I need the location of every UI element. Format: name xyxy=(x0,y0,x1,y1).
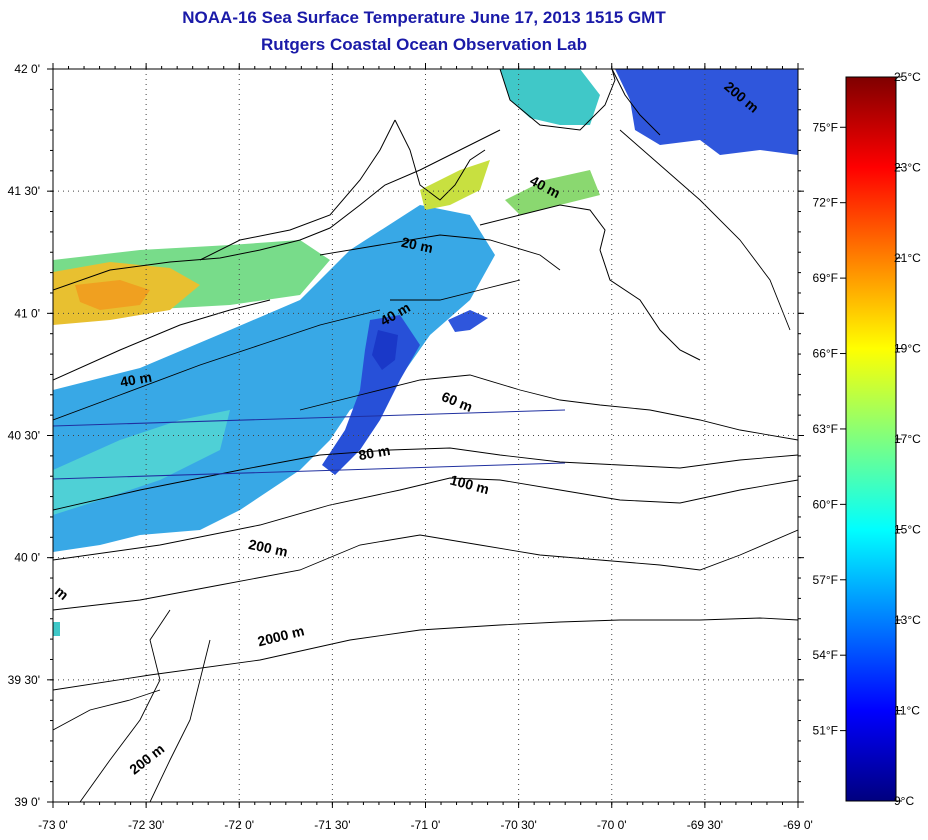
sst-region-cold-core xyxy=(372,330,398,370)
contour-20m xyxy=(319,234,561,271)
sst-region-cape-cod-bay xyxy=(500,69,600,125)
map-subtitle: Rutgers Coastal Ocean Observation Lab xyxy=(261,35,587,54)
outer-cape xyxy=(611,69,661,136)
fahrenheit-label: 63°F xyxy=(813,422,838,436)
colorbar-gradient xyxy=(845,76,897,802)
fahrenheit-label: 66°F xyxy=(813,347,838,361)
contour-label: m xyxy=(52,583,72,603)
contour-2000m xyxy=(53,617,798,691)
lat-tick-label: 40 0' xyxy=(14,551,40,565)
lat-tick-label: 40 30' xyxy=(8,429,40,443)
sst-region-gulf-of-maine xyxy=(615,69,798,155)
nantucket-shoals xyxy=(599,249,701,361)
lon-tick-label: -73 0' xyxy=(38,818,68,832)
coastline xyxy=(53,69,701,381)
lat-tick-label: 39 0' xyxy=(14,795,40,809)
contour-label: 2000 m xyxy=(256,622,306,649)
fahrenheit-label: 54°F xyxy=(813,648,838,662)
celsius-label: 11°C xyxy=(894,704,920,718)
long-island-south-shore xyxy=(53,299,271,381)
map-title: NOAA-16 Sea Surface Temperature June 17,… xyxy=(182,8,666,27)
lon-tick-label: -70 30' xyxy=(500,818,536,832)
contour-200m-sw xyxy=(53,689,161,731)
contour-40m-west xyxy=(53,309,381,421)
lon-tick-label: -72 0' xyxy=(224,818,254,832)
celsius-label: 17°C xyxy=(894,432,921,446)
connecticut-coast xyxy=(199,119,396,261)
lat-tick-label: 41 30' xyxy=(8,184,40,198)
long-island-coast xyxy=(53,129,501,291)
contour-canyon-west xyxy=(79,609,171,802)
sst-region-hot-sound xyxy=(75,280,150,310)
contour-label: 60 m xyxy=(439,388,475,415)
cape-cod xyxy=(499,69,616,131)
sst-region-green-islands xyxy=(505,170,600,215)
celsius-label: 9°C xyxy=(894,794,914,808)
contour-label: 200 m xyxy=(126,740,167,777)
contour-40m-central xyxy=(390,279,521,301)
celsius-label: 15°C xyxy=(894,523,921,537)
celsius-label: 13°C xyxy=(894,613,921,627)
fahrenheit-label: 60°F xyxy=(813,497,838,511)
lon-tick-label: -71 0' xyxy=(411,818,441,832)
lat-tick-label: 41 0' xyxy=(14,306,40,320)
contour-200m xyxy=(53,529,798,611)
bathymetry-contours xyxy=(53,129,798,802)
fahrenheit-label: 57°F xyxy=(813,573,838,587)
contour-40m-north xyxy=(619,129,791,331)
contour-label: 40 m xyxy=(119,369,153,390)
contour-label: 20 m xyxy=(400,234,435,256)
satellite-track-lines xyxy=(52,409,566,480)
contour-100m xyxy=(53,477,798,561)
sst-region-east-patch xyxy=(448,310,488,332)
lon-tick-label: -70 0' xyxy=(597,818,627,832)
graticule-grid xyxy=(53,69,798,802)
lon-tick-label: -69 30' xyxy=(687,818,723,832)
sst-data-field xyxy=(53,69,798,636)
track-line-2 xyxy=(52,462,566,480)
narragansett-bay xyxy=(394,119,486,201)
colorbar-labels: 25°C 23°C 21°C 19°C 17°C 15°C 13°C 11°C 9°C 75°F 7… xyxy=(813,70,922,808)
contour-label: 80 m xyxy=(357,442,391,463)
colorbar: 25°C 23°C 21°C 19°C 17°C 15°C 13°C 11°C 9°C 75°F 7… xyxy=(813,70,922,808)
track-line-1 xyxy=(52,409,566,427)
celsius-label: 21°C xyxy=(894,251,921,265)
islands-coast xyxy=(479,204,606,251)
fahrenheit-label: 69°F xyxy=(813,271,838,285)
fahrenheit-label: 75°F xyxy=(813,120,838,134)
lat-tick-label: 42 0' xyxy=(14,62,40,76)
lon-tick-label: -71 30' xyxy=(314,818,350,832)
lon-tick-label: -72 30' xyxy=(128,818,164,832)
celsius-label: 23°C xyxy=(894,161,921,175)
contour-label: 100 m xyxy=(448,472,490,498)
axis-ticks: -73 0' -72 30' -72 0' -71 30' -71 0' -70 30' -… xyxy=(8,62,813,832)
celsius-label: 25°C xyxy=(894,70,921,84)
lat-tick-label: 39 30' xyxy=(8,673,40,687)
contour-canyon-west-2 xyxy=(149,639,211,802)
fahrenheit-label: 72°F xyxy=(813,196,838,210)
sst-region-cyan-west xyxy=(53,410,230,515)
contour-label: 200 m xyxy=(247,536,289,560)
sst-region-small-dot xyxy=(53,622,60,636)
fahrenheit-label: 51°F xyxy=(813,724,838,738)
celsius-label: 19°C xyxy=(894,342,921,356)
lon-tick-label: -69 0' xyxy=(783,818,813,832)
contour-60m xyxy=(299,374,798,441)
